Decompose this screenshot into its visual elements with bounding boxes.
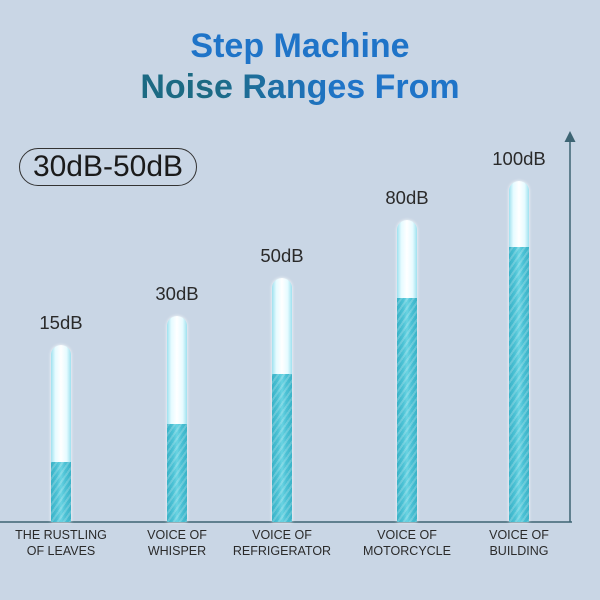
chart-title: Step Machine Noise Ranges From [0, 26, 600, 108]
category-label-1: THE RUSTLING OF LEAVES [15, 528, 107, 558]
data-label-3: 50dB [260, 244, 304, 266]
category-label-3: VOICE OF REFRIGERATOR [232, 528, 332, 558]
category-label-4: VOICE OF MOTORCYCLE [363, 528, 451, 558]
data-label-1: 15dB [39, 312, 83, 334]
bar-fill-3 [272, 373, 292, 522]
title-line-2-text: Noise Ranges From [140, 68, 460, 106]
bar-fill-2 [167, 424, 187, 522]
range-badge: 30dB-50dB [19, 148, 197, 186]
bar-tube-4 [397, 219, 417, 522]
bar-tube-3 [272, 277, 292, 522]
bar-tube-2 [167, 316, 187, 522]
title-line-1: Step Machine [0, 26, 600, 67]
category-label-2: VOICE OF WHISPER [147, 528, 207, 558]
bar-fill-4 [397, 297, 417, 522]
bar-fill-5 [509, 247, 529, 522]
bar-tube-5 [509, 181, 529, 522]
bar-fill-1 [51, 462, 71, 522]
category-label-5: VOICE OF BUILDING [489, 528, 549, 558]
data-label-2: 30dB [155, 283, 199, 305]
data-label-4: 80dB [385, 186, 429, 208]
data-label-5: 100dB [492, 148, 546, 170]
title-line-1-text: Step Machine [190, 27, 410, 65]
bar-tube-1 [51, 345, 71, 522]
title-line-2: Noise Ranges From [0, 67, 600, 108]
